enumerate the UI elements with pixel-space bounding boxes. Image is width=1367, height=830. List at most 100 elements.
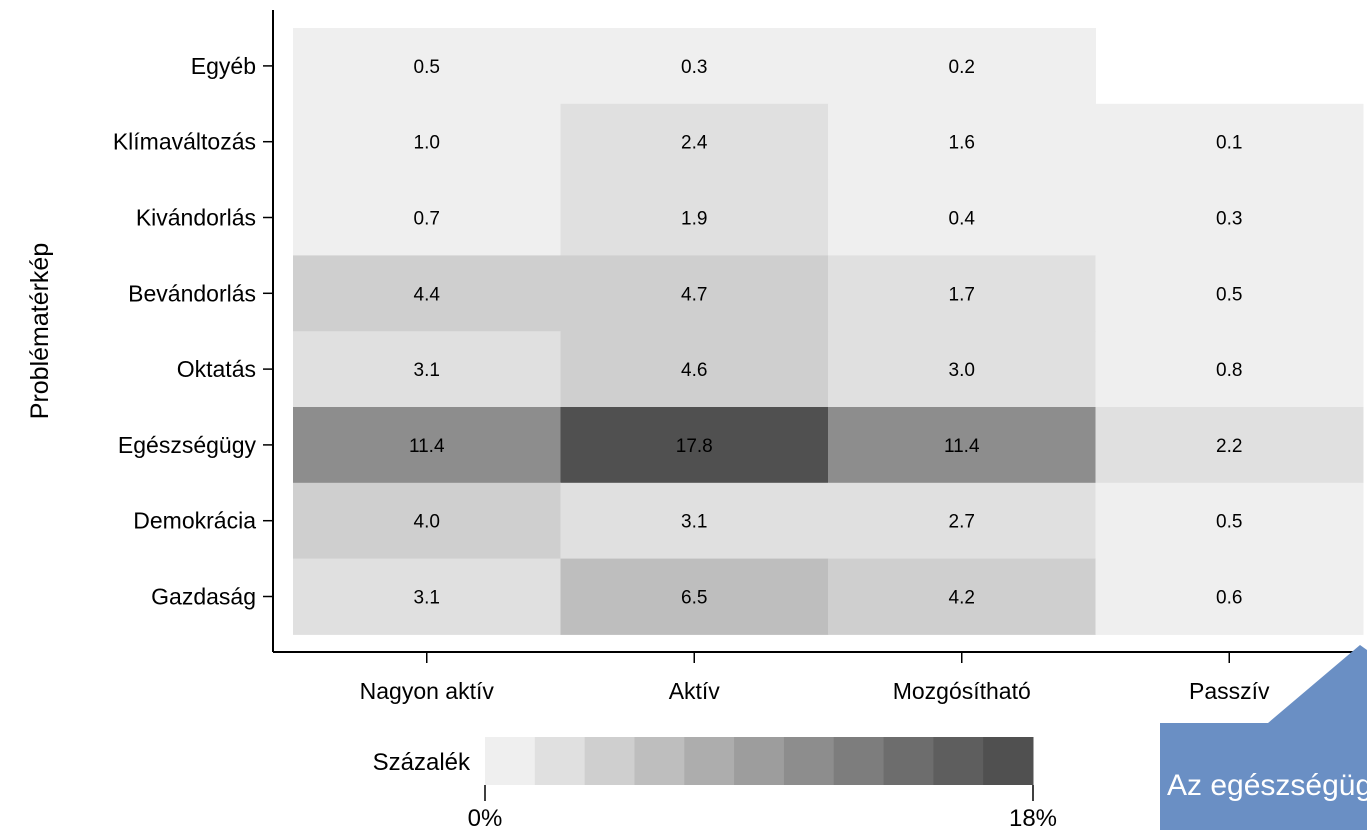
heatmap-cell xyxy=(828,103,1096,181)
heatmap-cell xyxy=(560,179,829,256)
y-tick-label-egeszsegugy: Egészségügy xyxy=(118,432,257,458)
legend-swatch xyxy=(833,737,885,785)
legend-swatch xyxy=(883,737,934,785)
cell-value-label: 3.1 xyxy=(414,588,440,609)
cell-value-label: 3.1 xyxy=(414,360,440,381)
cell-value-label: 4.0 xyxy=(414,512,440,533)
heatmap-cell xyxy=(293,407,561,484)
y-tick-label-demokracia: Demokrácia xyxy=(133,508,256,534)
heatmap-cell xyxy=(560,255,829,332)
x-tick-label-mozgosithato: Mozgósítható xyxy=(893,678,1031,704)
legend-max-label: 18% xyxy=(1009,805,1057,830)
cell-value-label: 0.6 xyxy=(1216,588,1242,609)
heatmap-cell xyxy=(828,179,1096,256)
cell-value-label: 0.7 xyxy=(414,209,440,230)
heatmap-cell xyxy=(293,179,561,256)
heatmap-cell xyxy=(293,255,561,332)
heatmap-cell xyxy=(828,558,1096,635)
heatmap-cell xyxy=(828,331,1096,408)
heatmap-cell xyxy=(1095,255,1364,332)
legend-swatch xyxy=(634,737,685,785)
cell-value-label: 0.2 xyxy=(949,57,975,78)
legend-swatch xyxy=(734,737,785,785)
cell-value-label: 0.3 xyxy=(1216,209,1242,230)
cell-value-label: 0.5 xyxy=(1216,284,1242,305)
y-tick-label-gazdasag: Gazdaság xyxy=(151,584,256,610)
cell-value-label: 1.6 xyxy=(949,133,975,154)
legend-swatch xyxy=(983,737,1034,785)
heatmap-cell xyxy=(293,482,561,560)
y-tick-label-egyeb: Egyéb xyxy=(191,53,256,79)
cell-value-label: 3.1 xyxy=(681,512,707,533)
legend-min-label: 0% xyxy=(468,805,503,830)
cell-value-label: 2.2 xyxy=(1216,436,1242,457)
legend-swatch xyxy=(684,737,735,785)
heatmap-cell xyxy=(560,558,829,635)
callout-shape xyxy=(1160,645,1367,830)
cell-value-label: 1.0 xyxy=(414,133,440,154)
heatmap-cell xyxy=(1095,558,1364,635)
heatmap-cell xyxy=(293,28,561,105)
callout xyxy=(1160,645,1367,830)
heatmap-cell xyxy=(828,407,1096,484)
y-tick-labels: Egyéb Klímaváltozás Kivándorlás Bevándorlás… xyxy=(113,53,273,610)
cell-value-label: 6.5 xyxy=(681,588,707,609)
heatmap-cell xyxy=(293,558,561,635)
y-tick-label-klimavaltozas: Klímaváltozás xyxy=(113,129,256,155)
cell-value-label: 2.4 xyxy=(681,133,708,154)
heatmap-cell xyxy=(828,255,1096,332)
cell-value-labels: 0.5 0.3 0.2 1.0 2.4 1.6 0.1 0.7 1.9 0.4 0.3 4.4 4.7 1… xyxy=(409,57,1243,609)
legend-color-bar xyxy=(485,737,1034,785)
heatmap-cell xyxy=(828,28,1096,105)
cell-value-label: 0.5 xyxy=(414,57,440,78)
x-tick-label-aktiv: Aktív xyxy=(669,678,721,704)
legend-swatch xyxy=(584,737,635,785)
legend-swatch xyxy=(783,737,835,785)
cell-value-label: 11.4 xyxy=(944,436,980,457)
y-tick-label-kivandorlas: Kivándorlás xyxy=(136,205,256,231)
callout-text: Az egészségügy xyxy=(1167,769,1367,802)
heatmap-cell xyxy=(1095,407,1364,484)
heatmap-cell xyxy=(560,331,829,408)
heatmap-cell xyxy=(560,103,829,181)
y-tick-label-bevandorlas: Bevándorlás xyxy=(128,280,256,306)
cell-value-label: 1.7 xyxy=(949,284,975,305)
heatmap-cell xyxy=(560,28,829,105)
cell-value-label: 4.7 xyxy=(681,284,707,305)
cell-value-label: 0.3 xyxy=(681,57,707,78)
x-tick-labels: Nagyon aktív Aktív Mozgósítható Passzív xyxy=(360,652,1270,704)
legend: Százalék 0% 18% xyxy=(373,737,1057,830)
axes xyxy=(272,10,1367,653)
heatmap-cell xyxy=(293,331,561,408)
heatmap-cell xyxy=(560,482,829,560)
heatmap-cell xyxy=(1095,482,1364,560)
legend-swatch xyxy=(485,737,536,785)
cell-value-label: 0.4 xyxy=(949,209,976,230)
heatmap-cell xyxy=(293,103,561,181)
legend-title: Százalék xyxy=(373,749,471,776)
y-tick-label-oktatas: Oktatás xyxy=(177,356,256,382)
cell-value-label: 4.4 xyxy=(414,284,441,305)
cell-value-label: 0.1 xyxy=(1216,133,1242,154)
y-axis-title: Problématérkép xyxy=(26,243,54,419)
cell-value-label: 1.9 xyxy=(681,209,707,230)
cell-value-label: 0.8 xyxy=(1216,360,1242,381)
heatmap-cell xyxy=(1095,103,1364,181)
heatmap-cell xyxy=(560,407,829,484)
cell-value-label: 3.0 xyxy=(949,360,975,381)
heatmap-cell xyxy=(1095,331,1364,408)
heatmap-cells xyxy=(293,28,1364,635)
cell-value-label: 4.2 xyxy=(949,588,975,609)
legend-swatch xyxy=(534,737,586,785)
legend-swatch xyxy=(933,737,984,785)
cell-value-label: 0.5 xyxy=(1216,512,1242,533)
x-tick-label-passziv: Passzív xyxy=(1189,678,1270,704)
heatmap-cell xyxy=(828,482,1096,560)
cell-value-label: 4.6 xyxy=(681,360,707,381)
cell-value-label: 2.7 xyxy=(949,512,975,533)
cell-value-label: 11.4 xyxy=(409,436,445,457)
cell-value-label: 17.8 xyxy=(676,436,713,457)
heatmap-cell xyxy=(1095,179,1364,256)
x-tick-label-nagyon-aktiv: Nagyon aktív xyxy=(360,678,495,704)
